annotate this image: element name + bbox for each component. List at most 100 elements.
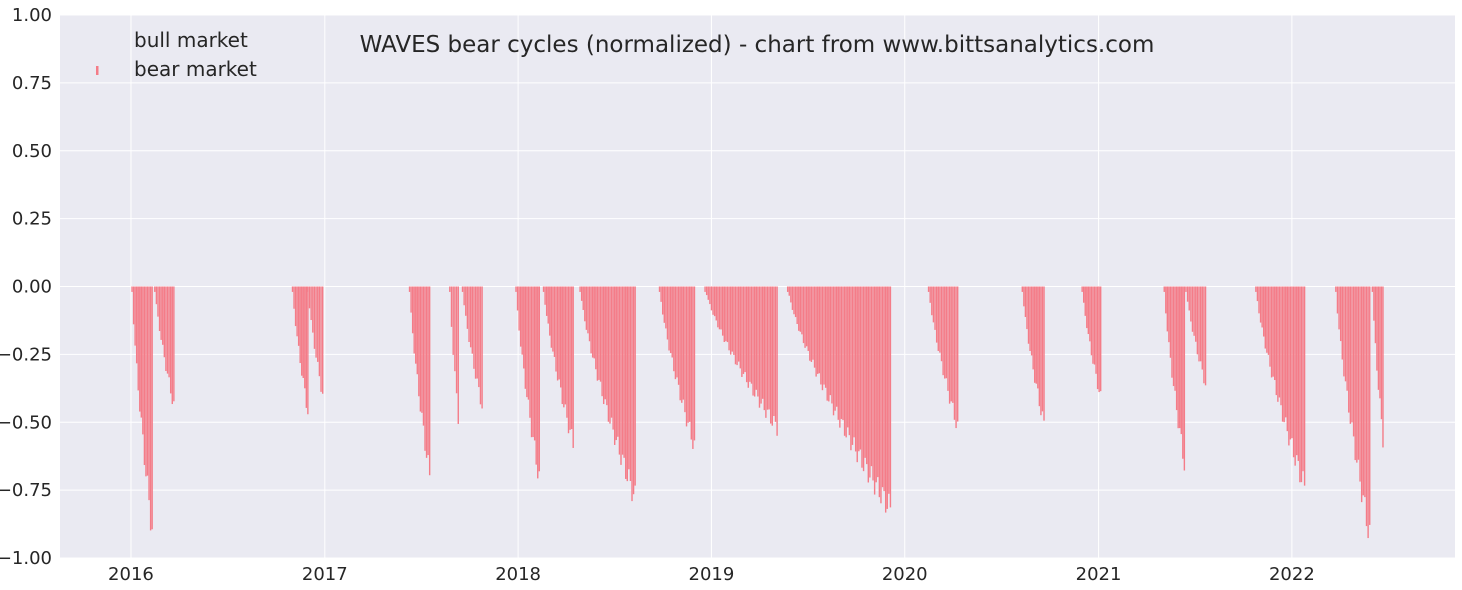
bear-bar: [945, 286, 948, 379]
bear-bar: [601, 286, 603, 397]
bear-bar: [518, 286, 520, 331]
bear-bar: [935, 286, 938, 343]
bear-bar: [760, 286, 762, 404]
bear-bar: [588, 286, 591, 342]
bear-bar: [165, 286, 167, 372]
bear-bar: [845, 286, 847, 438]
y-tick-label: 0.00: [12, 277, 52, 298]
bear-bar: [952, 286, 954, 403]
bear-bar: [132, 286, 135, 325]
bear-bar: [1196, 286, 1199, 355]
bear-bar: [425, 286, 428, 458]
bear-bar: [956, 286, 959, 422]
bear-bar: [1278, 286, 1281, 398]
bear-bar: [955, 286, 957, 429]
bear-bar: [1093, 286, 1096, 365]
bear-bar: [1037, 286, 1039, 389]
bear-bar: [799, 286, 802, 332]
bear-bar: [1344, 286, 1347, 382]
bear-bar: [148, 286, 150, 501]
bear-bar: [1356, 286, 1358, 463]
bear-episode: [704, 286, 778, 436]
bear-bar: [1026, 286, 1028, 330]
bear-bar: [1263, 286, 1265, 337]
bear-bar: [757, 286, 759, 397]
bear-bar: [733, 286, 735, 355]
bear-bar: [569, 286, 571, 430]
bear-bar: [481, 286, 483, 409]
bear-bar: [815, 286, 817, 377]
bear-bar: [1349, 286, 1352, 424]
bear-bar: [718, 286, 721, 330]
bear-bar: [530, 286, 533, 438]
bear-bar: [1275, 286, 1277, 396]
bear-episode: [1371, 286, 1384, 448]
bear-bar: [728, 286, 730, 351]
bear-bar: [765, 286, 767, 418]
bear-bar: [305, 286, 308, 408]
bear-bar: [473, 286, 475, 369]
bear-bar: [681, 286, 683, 403]
bear-episode: [1021, 286, 1045, 421]
bear-bar: [582, 286, 584, 310]
bear-bar: [1084, 286, 1086, 316]
bear-bar: [1098, 286, 1100, 393]
bear-bar: [1201, 286, 1203, 370]
bear-bar: [529, 286, 531, 418]
bear-bar: [596, 286, 599, 381]
bear-bar: [669, 286, 672, 353]
bear-bar: [171, 286, 173, 405]
bear-bar: [595, 286, 597, 370]
bear-bar: [937, 286, 939, 351]
bear-bar: [1266, 286, 1268, 353]
bear-bar: [673, 286, 675, 372]
bear-bar: [692, 286, 694, 449]
bear-bar: [579, 286, 581, 292]
bear-bar: [587, 286, 589, 334]
bear-bar: [1041, 286, 1044, 412]
bear-bar: [663, 286, 665, 323]
bear-bar: [1341, 286, 1343, 360]
bear-bar: [310, 286, 312, 321]
bear-bars: [131, 286, 1384, 539]
bear-bar: [455, 286, 458, 394]
bear-bar: [538, 286, 540, 472]
bear-bar: [143, 286, 146, 466]
bear-episode: [131, 286, 153, 531]
y-tick-label: −0.25: [0, 344, 52, 365]
bear-bar: [864, 286, 866, 458]
bear-bar: [658, 286, 661, 292]
bear-bar: [883, 286, 885, 492]
bear-bar: [1177, 286, 1179, 429]
bear-bar: [134, 286, 136, 346]
bear-bar: [1024, 286, 1027, 318]
bear-bar: [674, 286, 677, 380]
bear-bar: [523, 286, 525, 369]
bear-bar: [873, 286, 876, 495]
bear-bar: [1261, 286, 1263, 328]
bear-bar: [1274, 286, 1276, 381]
bear-bar: [774, 286, 777, 422]
bear-bar: [313, 286, 316, 349]
bear-episode: [579, 286, 636, 502]
bear-bar: [1277, 286, 1279, 402]
bear-bar: [953, 286, 956, 420]
y-tick-label: 0.50: [12, 141, 52, 162]
bear-bar: [776, 286, 778, 436]
bear-bar: [516, 286, 519, 311]
bear-bar: [847, 286, 849, 428]
bear-bar: [944, 286, 946, 379]
bear-bar: [1183, 286, 1186, 471]
bear-bar: [851, 286, 854, 445]
bear-bar: [410, 286, 412, 313]
bear-bar: [1199, 286, 1202, 362]
bear-bar: [465, 286, 467, 316]
bear-bar: [1086, 286, 1088, 329]
bear-bar: [544, 286, 546, 305]
y-tick-label: 0.25: [12, 209, 52, 230]
bear-bar: [617, 286, 619, 437]
bear-bar: [584, 286, 586, 322]
bear-bar: [1203, 286, 1205, 384]
bear-bar: [884, 286, 887, 513]
